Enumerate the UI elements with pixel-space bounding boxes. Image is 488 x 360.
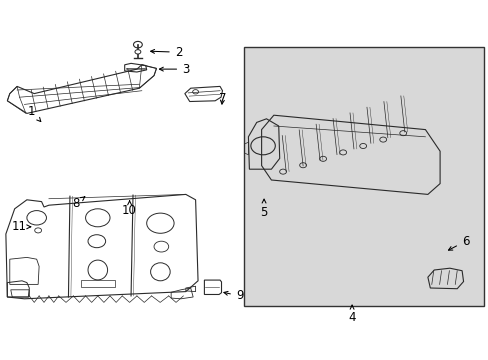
Text: 2: 2 [150, 46, 182, 59]
Text: 6: 6 [447, 235, 468, 250]
Text: 5: 5 [260, 199, 267, 219]
Text: 8: 8 [72, 197, 84, 210]
Text: 4: 4 [347, 305, 355, 324]
Text: 9: 9 [224, 289, 243, 302]
Circle shape [135, 50, 141, 54]
Bar [244, 47, 483, 306]
Text: 7: 7 [218, 93, 226, 105]
Text: 3: 3 [159, 63, 189, 76]
Text: 10: 10 [122, 201, 137, 217]
Text: 1: 1 [28, 105, 41, 122]
Text: 11: 11 [12, 220, 31, 233]
